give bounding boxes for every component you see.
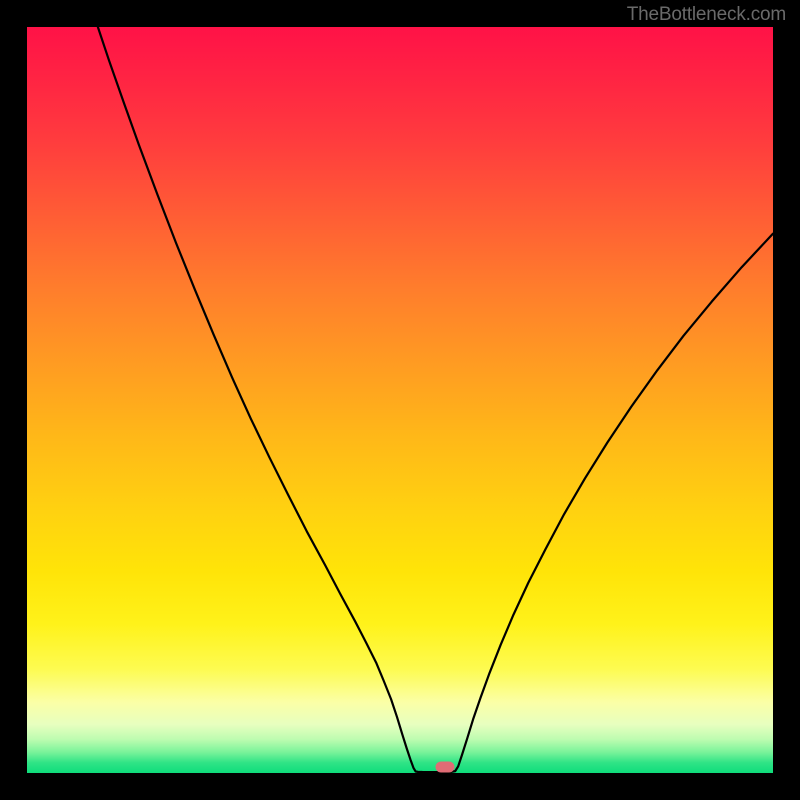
- bottleneck-curve: [27, 27, 773, 773]
- plot-area: [27, 27, 773, 773]
- chart-container: { "watermark": { "text": "TheBottleneck.…: [0, 0, 800, 800]
- watermark-text: TheBottleneck.com: [627, 4, 786, 26]
- optimum-marker: [435, 761, 454, 772]
